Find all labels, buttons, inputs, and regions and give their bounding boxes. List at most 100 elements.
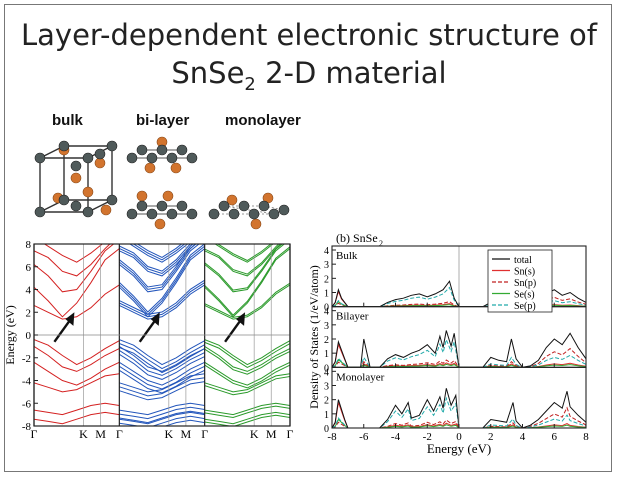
y-tick-label: 4 (324, 367, 329, 378)
band-line-bulk (34, 402, 120, 416)
x-tick-label: M (181, 427, 192, 441)
band-line-bi-layer (119, 347, 205, 374)
x-tick-label: K (79, 427, 88, 441)
y-tick-label: 1 (324, 349, 329, 360)
sn-atom (268, 208, 280, 220)
y-tick-label: 0 (324, 363, 329, 374)
sn-atom (176, 144, 188, 156)
band-line-monolayer (204, 244, 280, 275)
y-tick-label: -4 (22, 376, 32, 388)
sn-atom (126, 208, 138, 220)
sn-atom (228, 208, 240, 220)
y-tick-label: 3 (324, 260, 329, 271)
x-tick-label: Γ (287, 427, 294, 441)
se-atom (144, 162, 156, 174)
y-tick-label: 4 (324, 246, 329, 257)
band-line-bulk (34, 361, 120, 386)
sn-atom (146, 208, 158, 220)
dos-legend (487, 249, 553, 313)
legend-label-Sn(s): Sn(s) (514, 267, 535, 278)
legend-label-Se(p): Se(p) (514, 301, 536, 312)
band-line-monolayer (204, 405, 290, 419)
sn-atom (186, 152, 198, 164)
legend-label-Se(s): Se(s) (514, 290, 535, 301)
legend-label-Sn(p): Sn(p) (514, 278, 536, 289)
sn-atom (238, 200, 250, 212)
band-line-bi-layer (118, 244, 200, 293)
sn-atom (166, 152, 178, 164)
x-tick-label: Γ (201, 427, 208, 441)
y-tick-label: 4 (26, 285, 32, 297)
sn-atom (146, 152, 158, 164)
y-tick-label: 1 (324, 410, 329, 421)
x-tick-label: 8 (583, 431, 589, 443)
band-line-monolayer (204, 402, 290, 416)
se-atom (82, 186, 94, 198)
x-tick-label: -6 (359, 431, 369, 443)
band-line-bi-layer (119, 361, 205, 386)
x-tick-label: 6 (552, 431, 558, 443)
band-ylabel: Energy (eV) (3, 305, 17, 364)
sn-atom (278, 204, 290, 216)
y-tick-label: 0 (26, 330, 32, 342)
x-tick-label: -2 (423, 431, 432, 443)
band-gap-arrow-head (150, 312, 160, 326)
y-tick-label: 3 (324, 321, 329, 332)
sn-atom (156, 144, 168, 156)
sn-atom (258, 200, 270, 212)
x-tick-label: 0 (456, 431, 462, 443)
se-atom (162, 190, 174, 202)
band-line-bi-layer (119, 284, 205, 320)
y-tick-label: 8 (26, 239, 32, 251)
band-gap-arrow-head (236, 312, 246, 326)
band-line-bi-layer (119, 339, 205, 366)
x-tick-label: K (164, 427, 173, 441)
sn-atom (136, 144, 148, 156)
band-line-monolayer (204, 282, 290, 318)
x-tick-label: -4 (391, 431, 401, 443)
dos-panel-label: Bulk (336, 250, 358, 262)
band-line-bulk (34, 411, 120, 425)
band-line-bi-layer (129, 244, 189, 263)
y-tick-label: 6 (26, 262, 32, 274)
y-tick-label: -8 (22, 421, 32, 433)
sn-atom (82, 206, 94, 218)
sn-atom (136, 200, 148, 212)
dos-curve-Sn(p) (332, 347, 586, 368)
y-tick-label: 2 (324, 396, 329, 407)
x-tick-label: M (266, 427, 277, 441)
x-tick-label: 2 (488, 431, 494, 443)
x-tick-label: Γ (31, 427, 38, 441)
sn-atom (126, 152, 138, 164)
band-line-bi-layer (119, 373, 205, 393)
band-line-bulk (34, 244, 111, 277)
band-line-bi-layer (119, 402, 205, 416)
band-line-monolayer (204, 373, 290, 393)
band-line-bi-layer (119, 343, 205, 370)
band-line-bi-layer (119, 369, 205, 394)
structure-label-monolayer: monolayer (225, 112, 301, 129)
band-line-monolayer (217, 244, 272, 262)
se-atom (154, 218, 166, 230)
sn-atom (186, 208, 198, 220)
y-tick-label: 1 (324, 289, 329, 300)
band-line-bi-layer (118, 245, 206, 316)
sn-atom (166, 208, 178, 220)
band-line-monolayer (204, 284, 290, 320)
x-tick-label: 4 (520, 431, 526, 443)
band-line-monolayer (204, 364, 290, 389)
band-line-bi-layer (119, 377, 205, 397)
band-line-bulk (34, 345, 120, 372)
sn-atom (106, 140, 118, 152)
band-line-monolayer (204, 376, 290, 396)
se-atom (170, 162, 182, 174)
band-line-monolayer (204, 248, 290, 318)
band-line-bi-layer (119, 244, 196, 277)
slide-title-line1: Layer-dependent electronic structure of (20, 18, 598, 52)
dos-ylabel: Density of States (1/eV/atom) (307, 265, 321, 409)
sn-atom (176, 200, 188, 212)
band-line-monolayer (204, 361, 290, 386)
band-line-monolayer (204, 411, 290, 425)
